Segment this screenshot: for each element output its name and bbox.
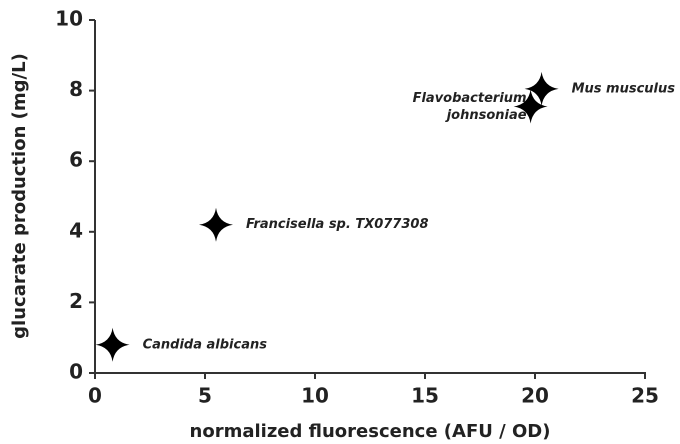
y-tick-label: 6 bbox=[69, 148, 83, 172]
point-label: Mus musculus bbox=[572, 81, 676, 96]
y-tick-label: 0 bbox=[69, 360, 83, 384]
x-axis-label: normalized fluorescence (AFU / OD) bbox=[190, 421, 551, 442]
y-tick-label: 4 bbox=[69, 218, 83, 242]
x-tick-label: 0 bbox=[88, 384, 102, 408]
x-tick-label: 5 bbox=[198, 384, 212, 408]
x-tick-label: 10 bbox=[301, 384, 329, 408]
x-tick-label: 25 bbox=[631, 384, 659, 408]
point-label: johnsoniae bbox=[445, 108, 527, 123]
point-label: Flavobacterium bbox=[413, 91, 527, 106]
y-axis-label: glucarate production (mg/L) bbox=[9, 53, 30, 339]
y-tick-label: 2 bbox=[69, 289, 83, 313]
y-tick-label: 8 bbox=[69, 77, 83, 101]
x-tick-label: 15 bbox=[411, 384, 439, 408]
point-label: Candida albicans bbox=[143, 337, 268, 352]
point bbox=[95, 327, 130, 362]
y-tick-label: 10 bbox=[55, 7, 83, 31]
point bbox=[524, 71, 559, 106]
point-label: Francisella sp. TX077308 bbox=[246, 217, 429, 232]
x-tick-label: 20 bbox=[521, 384, 549, 408]
point bbox=[199, 207, 233, 242]
point bbox=[513, 89, 548, 124]
